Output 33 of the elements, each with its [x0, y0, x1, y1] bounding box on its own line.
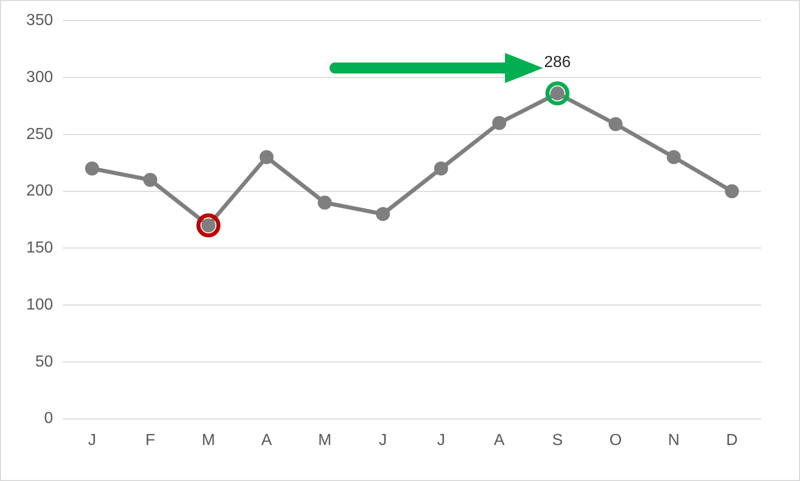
point: [318, 196, 332, 210]
x-tick-label: S: [552, 432, 563, 449]
point: [196, 213, 220, 238]
x-tick-label: J: [88, 432, 96, 449]
point: [143, 172, 158, 187]
point: [666, 150, 681, 164]
point: [492, 116, 506, 130]
x-tick-label: D: [726, 432, 738, 449]
y-tick-label: 100: [26, 296, 54, 314]
y-tick-label: 150: [26, 240, 54, 257]
x-tick-label: A: [261, 432, 272, 449]
x-tick-label: J: [437, 432, 446, 449]
point: [545, 81, 570, 106]
x-tick-label: F: [145, 432, 156, 449]
y-tick-label: 200: [26, 182, 54, 200]
y-tick-label: 50: [35, 353, 54, 370]
x-tick-label: M: [202, 432, 216, 449]
y-tick-label: 250: [26, 126, 54, 143]
y-tick-label: 0: [44, 410, 54, 428]
point: [608, 117, 623, 132]
point: [376, 207, 390, 222]
point: [260, 150, 274, 164]
x-tick-label: M: [318, 432, 332, 449]
y-tick-label: 300: [26, 68, 54, 86]
x-tick-label: N: [668, 432, 680, 449]
x-tick-label: A: [494, 432, 505, 449]
point: [85, 162, 100, 176]
annotation: 286: [544, 54, 571, 71]
x-tick-label: J: [378, 432, 387, 449]
x-tick-label: O: [609, 432, 622, 449]
point: [724, 184, 739, 198]
y-tick-label: 350: [26, 12, 54, 30]
point: [434, 162, 448, 176]
